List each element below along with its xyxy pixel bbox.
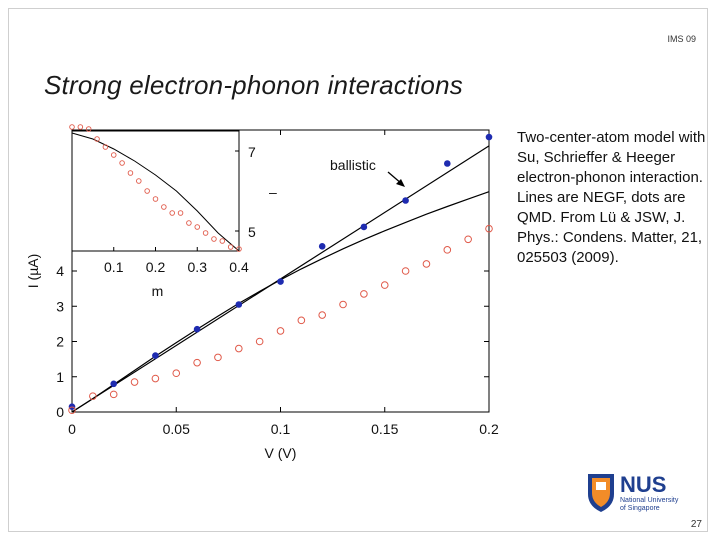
qmd-ballistic-dot — [318, 243, 326, 250]
logo-wordmark: NUS — [620, 472, 666, 497]
logo-subtitle-2: of Singapore — [620, 505, 660, 512]
qmd-interacting-dot — [443, 246, 452, 254]
description-text: Two-center-atom model with Su, Schrieffe… — [517, 129, 706, 266]
ballistic-annotation: ballistic — [330, 157, 376, 173]
qmd-ballistic-dot — [193, 325, 201, 333]
header-tag: IMS 09 — [667, 34, 696, 44]
qmd-ballistic-dot — [152, 352, 159, 359]
inset-qmd-dot — [136, 178, 142, 184]
x-axis-label: V (V) — [265, 445, 297, 461]
qmd-ballistic-dot — [235, 301, 243, 308]
inset-x-tick-label: 0.1 — [104, 259, 124, 275]
y-tick-label: 3 — [56, 298, 64, 314]
inset-tick-mark: – — [269, 184, 277, 200]
inset-qmd-dot — [202, 230, 209, 236]
qmd-interacting-dot — [193, 358, 201, 367]
qmd-ballistic-dot — [360, 223, 368, 231]
inset-qmd-dot — [94, 136, 100, 142]
qmd-interacting-dot — [464, 235, 472, 244]
qmd-interacting-dot — [235, 344, 243, 353]
inset-qmd-dot — [194, 224, 200, 230]
x-tick-label: 0.15 — [371, 421, 398, 437]
inset-qmd-dot — [77, 124, 84, 130]
inset-x-tick-label: 0.4 — [229, 259, 249, 275]
y-tick-label: 2 — [56, 334, 64, 350]
qmd-interacting-dot — [276, 327, 285, 335]
inset-qmd-dot — [186, 220, 192, 226]
qmd-interacting-dot — [401, 267, 410, 275]
y-axis-label: I (µA) — [25, 254, 41, 289]
inset-y-tick-label: 5 — [248, 224, 256, 240]
inset-qmd-dot — [152, 196, 159, 202]
inset-x-axis-label: m — [152, 283, 164, 299]
qmd-interacting-dot — [68, 406, 76, 415]
qmd-interacting-dot — [318, 311, 327, 319]
inset-qmd-dot — [236, 246, 242, 252]
x-tick-label: 0.2 — [479, 421, 499, 437]
slide-frame — [8, 8, 708, 532]
inset-x-tick-label: 0.2 — [146, 259, 166, 275]
y-tick-label: 0 — [56, 404, 64, 420]
inset-qmd-dot — [102, 144, 109, 150]
qmd-interacting-dot — [89, 392, 97, 400]
inset-frame — [71, 130, 240, 252]
qmd-interacting-dot — [380, 281, 389, 289]
qmd-interacting-dot — [360, 290, 368, 298]
y-tick-label: 4 — [56, 263, 64, 279]
x-tick-label: 0.05 — [163, 421, 190, 437]
inset-qmd-dot — [110, 152, 117, 158]
x-tick-label: 0 — [68, 421, 76, 437]
inset-qmd-dot — [85, 126, 92, 132]
inset-qmd-dot — [177, 210, 184, 216]
inset-qmd-dot — [219, 238, 226, 244]
inset-negf-line — [71, 132, 240, 252]
qmd-interacting-dot — [339, 300, 347, 309]
qmd-interacting-dot — [172, 369, 181, 378]
qmd-ballistic-dot — [277, 278, 284, 285]
inset-qmd-dot — [127, 170, 134, 176]
y-tick-label: 1 — [56, 369, 64, 385]
qmd-interacting-dot — [485, 224, 493, 233]
qmd-interacting-dot — [422, 260, 431, 268]
inset-qmd-dot — [211, 236, 217, 242]
x-tick-label: 0.1 — [271, 421, 291, 437]
nus-logo: NUS National University of Singapore — [588, 472, 679, 512]
qmd-interacting-dot — [214, 353, 222, 362]
page-number: 27 — [690, 519, 702, 530]
qmd-ballistic-dot — [110, 380, 117, 388]
qmd-interacting-dot — [255, 337, 264, 346]
slide-title: Strong electron-phonon interactions — [44, 70, 463, 100]
qmd-interacting-dot — [297, 316, 306, 325]
qmd-interacting-dot — [130, 378, 139, 386]
inset-qmd-dot — [169, 210, 175, 216]
inset-qmd-dot — [119, 160, 125, 166]
logo-subtitle-1: National University — [620, 497, 679, 504]
inset-x-tick-label: 0.3 — [188, 259, 208, 275]
qmd-ballistic-dot — [444, 160, 451, 167]
inset-qmd-dot — [227, 244, 234, 250]
qmd-ballistic-dot — [402, 197, 409, 204]
inset-y-tick-label: 7 — [248, 144, 256, 160]
inset-qmd-dot — [69, 124, 75, 130]
qmd-interacting-dot — [109, 390, 118, 399]
annotation-arrowhead — [396, 179, 405, 187]
qmd-interacting-dot — [151, 374, 160, 383]
inset-qmd-dot — [144, 188, 150, 194]
inset-qmd-dot — [161, 204, 167, 210]
qmd-ballistic-dot — [485, 133, 493, 141]
